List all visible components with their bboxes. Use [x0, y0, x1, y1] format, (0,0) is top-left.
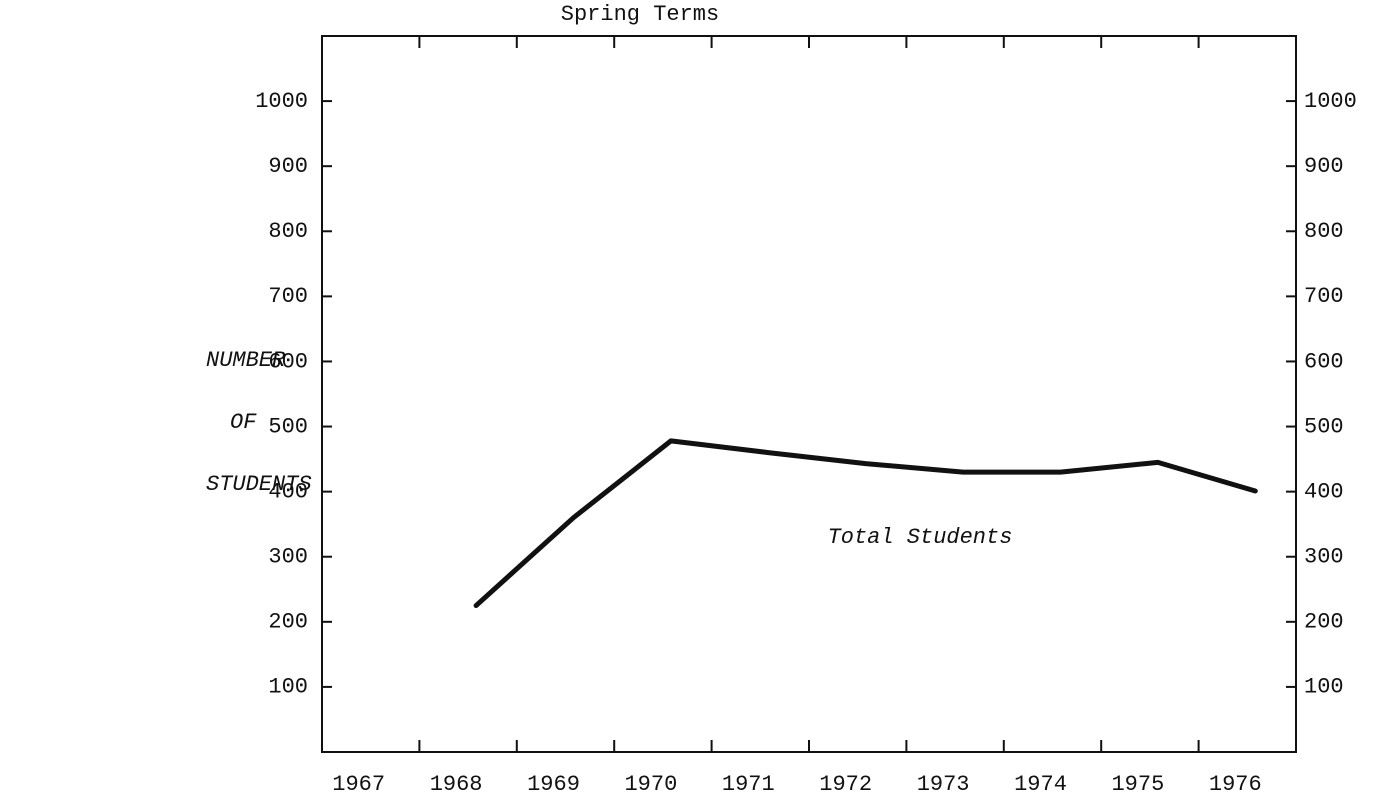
x-tick-label: 1973	[917, 772, 970, 797]
y-tick-label: 400	[268, 479, 308, 504]
x-tick-label: 1976	[1209, 772, 1262, 797]
y-tick-label: 700	[268, 284, 308, 309]
x-tick-label: 1971	[722, 772, 775, 797]
data-line	[473, 438, 1258, 609]
y-tick-label: 800	[268, 219, 308, 244]
y-axis-label: OF	[230, 410, 257, 435]
y-tick-label-right: 700	[1304, 284, 1344, 309]
y-tick-label-right: 100	[1304, 675, 1344, 700]
y-axis-label: STUDENTS	[206, 472, 312, 497]
y-tick-label: 100	[268, 675, 308, 700]
y-tick-label: 500	[268, 414, 308, 439]
y-tick-label: 300	[268, 545, 308, 570]
x-tick-label: 1975	[1111, 772, 1164, 797]
y-axis-label: NUMBER	[206, 348, 286, 373]
annotation: Total Students	[828, 525, 1013, 550]
y-tick-label-right: 800	[1304, 219, 1344, 244]
y-tick-label-right: 900	[1304, 154, 1344, 179]
y-tick-label-right: 500	[1304, 414, 1344, 439]
y-tick-label-right: 1000	[1304, 89, 1357, 114]
x-tick-label: 1970	[624, 772, 677, 797]
chart-title: Spring Terms	[561, 2, 719, 27]
y-tick-label: 600	[268, 349, 308, 374]
x-tick-label: 1967	[332, 772, 385, 797]
x-tick-label: 1969	[527, 772, 580, 797]
y-tick-label: 900	[268, 154, 308, 179]
y-tick-label: 1000	[255, 89, 308, 114]
y-tick-label-right: 200	[1304, 610, 1344, 635]
x-tick-label: 1972	[819, 772, 872, 797]
y-tick-label-right: 300	[1304, 545, 1344, 570]
x-tick-label: 1974	[1014, 772, 1067, 797]
plot-frame	[321, 35, 1297, 753]
x-tick-label: 1968	[430, 772, 483, 797]
y-tick-label-right: 400	[1304, 479, 1344, 504]
y-tick-label-right: 600	[1304, 349, 1344, 374]
y-tick-label: 200	[268, 610, 308, 635]
